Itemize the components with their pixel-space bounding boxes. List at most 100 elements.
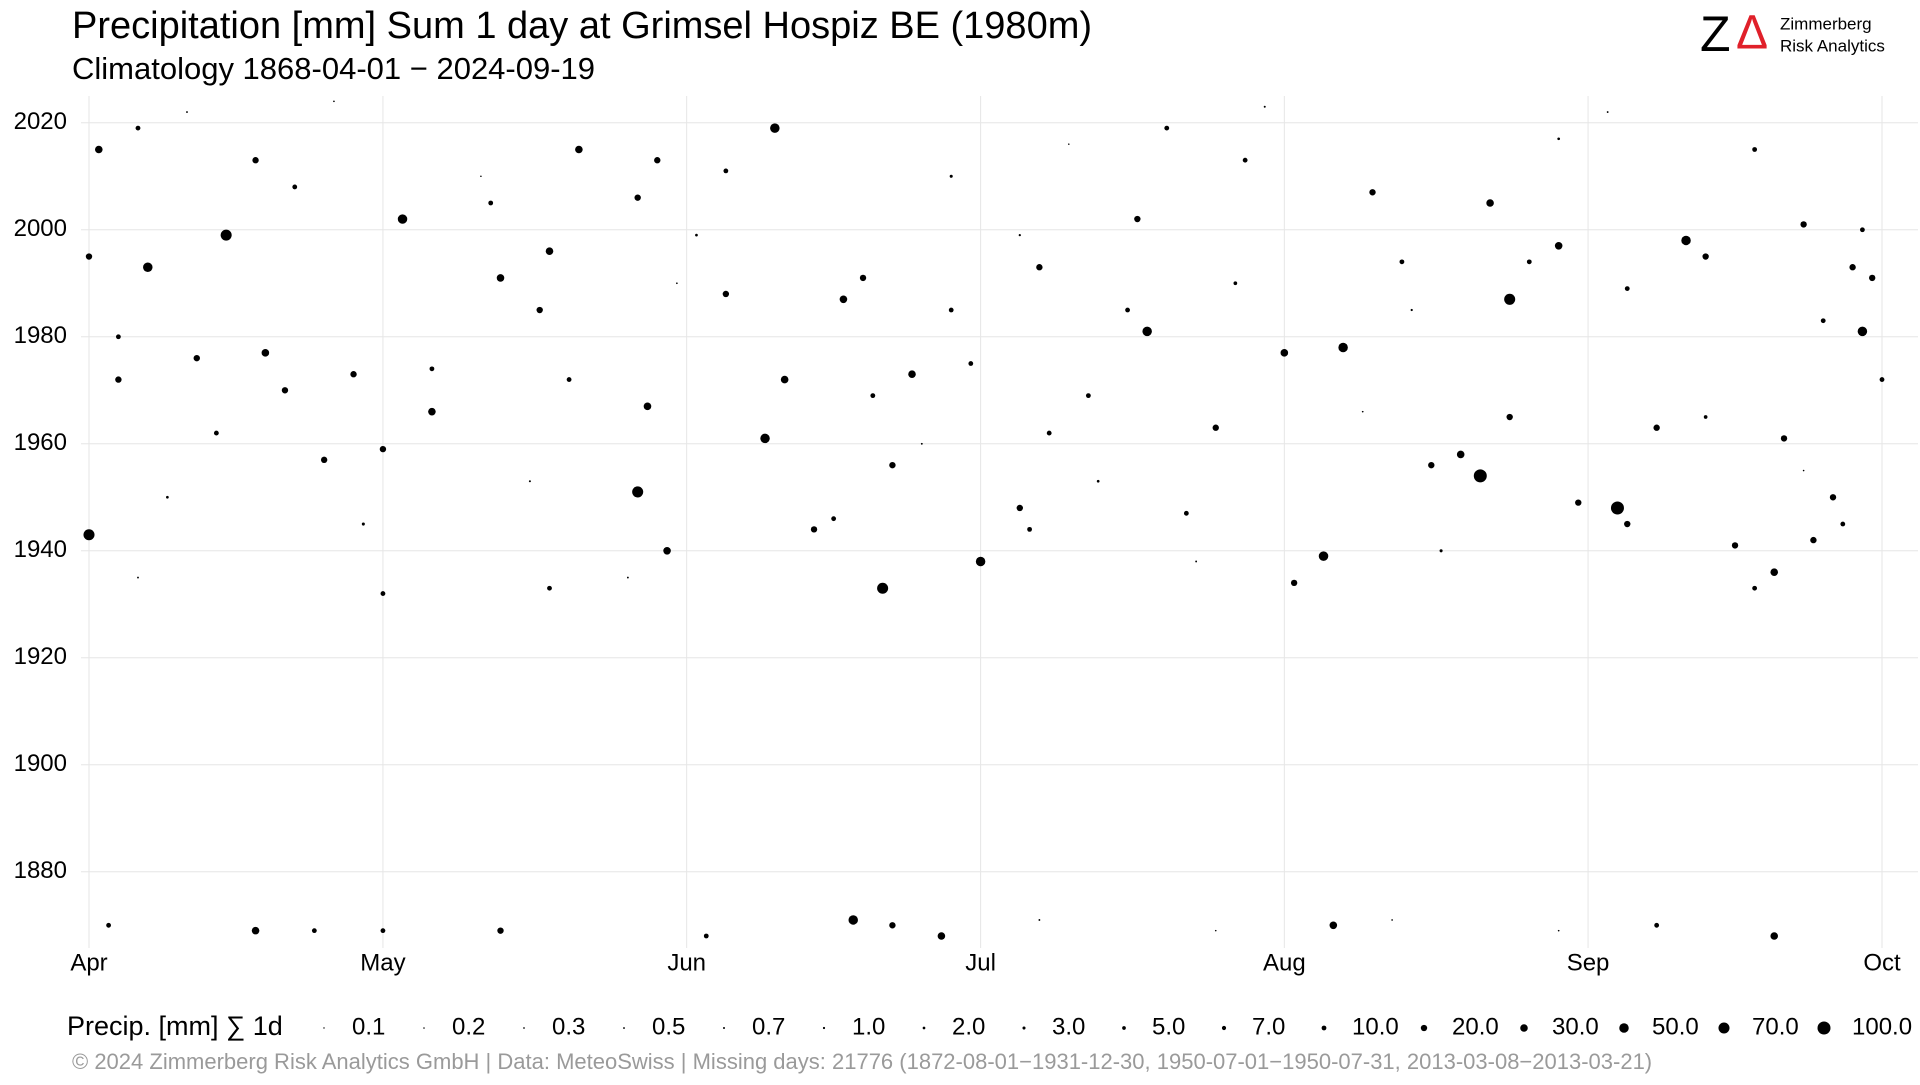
precip-dot (135, 125, 141, 131)
precip-dot (106, 922, 111, 928)
legend-label: 0.2 (452, 1013, 485, 1040)
precip-dot (1879, 377, 1885, 382)
precip-dot (380, 928, 386, 934)
legend-dot (323, 1027, 325, 1029)
precip-dot (1849, 264, 1856, 271)
precip-dot (723, 168, 729, 174)
precip-dot (1869, 274, 1876, 282)
legend-label: 100.0 (1852, 1013, 1912, 1040)
y-tick-label: 2000 (14, 215, 67, 242)
precip-dot (975, 556, 986, 567)
precip-dot (1142, 326, 1152, 337)
legend-label: 5.0 (1152, 1013, 1185, 1040)
precip-dot (948, 307, 954, 313)
precip-dot (115, 334, 121, 340)
precip-dot (261, 349, 270, 357)
precip-dot (1810, 536, 1817, 544)
precip-dot (1212, 424, 1219, 431)
legend-dot (722, 1026, 726, 1030)
precip-dot (859, 274, 867, 282)
legend-dot (922, 1026, 926, 1030)
precip-dot (1085, 393, 1091, 399)
precip-dot (810, 526, 818, 533)
precip-dot (1840, 521, 1846, 527)
precip-dot (654, 157, 661, 164)
legend-dot (423, 1027, 425, 1029)
y-tick-label: 1880 (14, 857, 67, 884)
legend-dot (1122, 1026, 1126, 1030)
precip-dot (1506, 413, 1513, 421)
precip-dot (1280, 349, 1289, 357)
legend-dot (523, 1027, 525, 1029)
legend-label: 50.0 (1652, 1013, 1699, 1040)
precip-dot (760, 433, 770, 444)
precip-dot (1036, 264, 1043, 271)
precip-dot (1410, 308, 1413, 312)
precip-dot (137, 576, 139, 579)
logo-line2: Risk Analytics (1780, 36, 1885, 55)
legend-dot (1619, 1023, 1629, 1033)
legend-label: 0.3 (552, 1013, 585, 1040)
precip-dot (1428, 461, 1435, 469)
precip-dot (1731, 542, 1739, 549)
precip-dot (566, 377, 572, 382)
precip-dot (1802, 469, 1805, 472)
y-tick-label: 1920 (14, 643, 67, 670)
precip-dot (634, 194, 641, 201)
precip-dot (1369, 189, 1376, 196)
precip-dot (1820, 318, 1826, 324)
precip-dot (1027, 526, 1032, 532)
precip-dot (1752, 147, 1758, 152)
precip-dot (480, 175, 482, 178)
precip-dot (1654, 922, 1660, 928)
precip-dot (193, 354, 200, 362)
legend-dot (1022, 1026, 1026, 1030)
x-tick-label: Jun (667, 949, 706, 976)
precip-dot (1752, 585, 1758, 591)
precip-dot (95, 145, 103, 154)
precip-dot (1068, 143, 1070, 145)
precip-dot (350, 371, 357, 378)
precip-dot (968, 361, 974, 366)
logo-delta: Δ (1736, 7, 1768, 60)
precip-dot (632, 486, 644, 498)
precip-dot (1018, 234, 1021, 237)
precip-dot (1800, 221, 1807, 228)
precip-dot (333, 100, 335, 103)
precip-dot (1606, 111, 1609, 113)
precip-dot (428, 407, 436, 416)
precip-dot (1361, 410, 1364, 413)
x-tick-label: Jul (965, 949, 996, 976)
precip-dot (1164, 125, 1170, 131)
precip-dot (722, 290, 730, 298)
precip-dot (85, 253, 93, 260)
precip-dot (1399, 259, 1405, 265)
y-tick-label: 1940 (14, 536, 67, 563)
legend-label: 2.0 (952, 1013, 985, 1040)
legend-label: 30.0 (1552, 1013, 1599, 1040)
legend-dot (1520, 1024, 1528, 1032)
precip-dot (83, 529, 95, 541)
precip-dot (143, 262, 153, 272)
legend-label: 20.0 (1452, 1013, 1499, 1040)
precip-dot (1125, 307, 1130, 313)
y-tick-label: 1900 (14, 750, 67, 777)
precip-dot (166, 495, 169, 499)
chart-title: Precipitation [mm] Sum 1 day at Grimsel … (72, 5, 1092, 47)
precip-dot (575, 145, 583, 154)
precip-dot (780, 375, 789, 384)
precip-dot (1391, 919, 1393, 921)
precip-dot (1624, 286, 1630, 292)
precip-dot (1439, 549, 1443, 553)
precip-dot (1703, 415, 1708, 419)
precip-dot (937, 932, 946, 940)
precip-dot (1318, 551, 1329, 561)
precip-dot (1329, 921, 1338, 930)
precip-dot (213, 430, 219, 436)
precip-dot (397, 214, 408, 224)
precip-dot (251, 926, 260, 935)
precip-dot (1183, 510, 1189, 516)
precip-dot (848, 915, 858, 925)
